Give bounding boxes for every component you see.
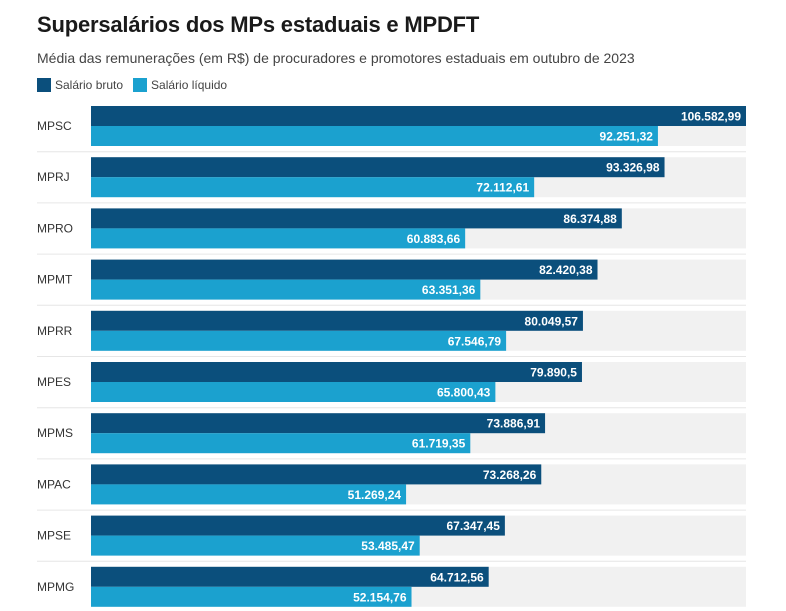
data-label: 80.049,57 (525, 314, 579, 328)
data-label: 60.883,66 (407, 232, 461, 246)
category-label: MPRJ (37, 170, 70, 184)
bar-liquido (91, 433, 471, 454)
category-label: MPMS (37, 426, 73, 440)
bar-bruto (91, 208, 622, 229)
data-label: 72.112,61 (476, 181, 529, 195)
category-label: MPRR (37, 324, 73, 338)
data-label: 93.326,98 (606, 161, 660, 175)
data-label: 92.251,32 (600, 130, 654, 144)
data-label: 86.374,88 (563, 212, 617, 226)
bar-liquido (91, 279, 481, 300)
data-label: 82.420,38 (539, 263, 593, 277)
data-label: 67.347,45 (446, 519, 500, 533)
bar-bruto (91, 310, 583, 331)
bar-bruto (91, 106, 746, 126)
category-label: MPSE (37, 529, 71, 543)
bar-bruto (91, 362, 582, 382)
category-label: MPMG (37, 580, 74, 594)
chart-subtitle: Média das remunerações (em R$) de procur… (37, 50, 635, 66)
category-label: MPSC (37, 119, 72, 133)
data-label: 67.546,79 (448, 334, 502, 348)
bar-liquido (91, 535, 420, 556)
data-label: 61.719,35 (412, 437, 466, 451)
bar-liquido (91, 228, 466, 249)
bar-liquido (91, 177, 535, 198)
legend-item-liquido[interactable]: Salário líquido (133, 78, 227, 92)
data-label: 64.712,56 (430, 570, 484, 584)
legend-swatch-bruto (37, 78, 51, 92)
data-label: 65.800,43 (437, 386, 491, 400)
category-label: MPMT (37, 273, 73, 287)
data-label: 51.269,24 (348, 488, 402, 502)
data-label: 73.886,91 (487, 417, 541, 431)
legend-item-bruto[interactable]: Salário bruto (37, 78, 123, 92)
category-label: MPAC (37, 477, 71, 491)
data-label: 63.351,36 (422, 283, 476, 297)
bar-bruto (91, 464, 542, 485)
bar-liquido (91, 484, 407, 505)
bar-liquido (91, 382, 496, 402)
data-label: 53.485,47 (361, 539, 415, 553)
data-label: 73.268,26 (483, 468, 537, 482)
bar-bruto (91, 413, 546, 434)
chart-title: Supersalários dos MPs estaduais e MPDFT (37, 12, 480, 37)
bar-bruto (91, 259, 598, 280)
legend-label-bruto: Salário bruto (55, 78, 124, 92)
bar-liquido (91, 126, 658, 146)
data-label: 79.890,5 (530, 366, 577, 380)
category-label: MPRO (37, 221, 73, 235)
legend-swatch-liquido (133, 78, 148, 92)
legend: Salário bruto Salário líquido (37, 78, 237, 92)
bar-bruto (91, 157, 665, 178)
category-label: MPES (37, 375, 71, 389)
bar-liquido (91, 586, 412, 607)
legend-label-liquido: Salário líquido (151, 78, 228, 92)
bar-liquido (91, 330, 507, 351)
data-label: 52.154,76 (353, 590, 407, 604)
bar-bruto (91, 515, 505, 536)
data-label: 106.582,99 (681, 110, 741, 124)
bar-bruto (91, 566, 489, 587)
